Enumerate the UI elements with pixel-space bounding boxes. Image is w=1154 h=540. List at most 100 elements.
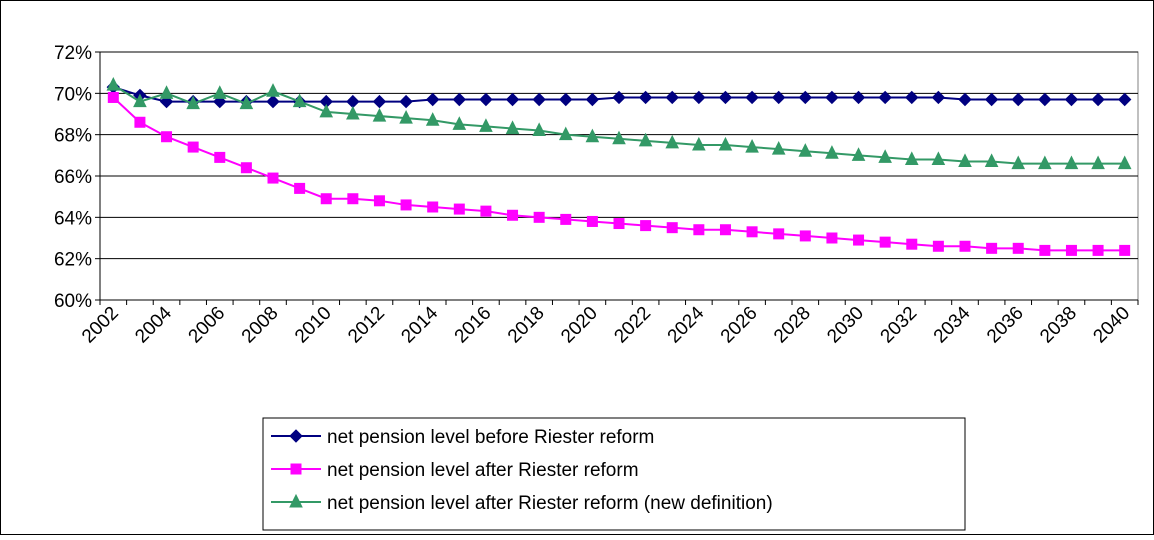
- marker: [159, 85, 174, 99]
- marker: [532, 92, 546, 107]
- marker: [1119, 244, 1131, 256]
- y-tick-label: 70%: [54, 84, 92, 105]
- marker: [771, 141, 786, 155]
- marker: [425, 112, 440, 126]
- y-tick-label: 72%: [54, 43, 92, 64]
- marker: [505, 120, 520, 134]
- legend-box: [262, 417, 966, 531]
- y-tick-label: 64%: [54, 208, 92, 229]
- marker: [425, 92, 440, 107]
- marker: [1064, 155, 1079, 170]
- marker: [692, 90, 706, 105]
- marker: [187, 141, 199, 153]
- marker: [799, 230, 811, 242]
- marker: [560, 213, 572, 225]
- marker: [347, 193, 359, 205]
- marker: [1038, 92, 1052, 107]
- legend-marker: [290, 463, 302, 475]
- marker: [612, 130, 626, 145]
- marker: [613, 218, 625, 230]
- marker: [507, 209, 519, 221]
- marker: [825, 90, 839, 105]
- y-tick-label: 68%: [54, 126, 92, 147]
- marker: [239, 95, 254, 110]
- legend-label: net pension level after Riester reform: [327, 460, 639, 481]
- marker: [851, 147, 866, 161]
- marker: [746, 226, 758, 238]
- marker: [399, 110, 413, 124]
- legend-marker: [289, 493, 303, 508]
- marker: [853, 234, 865, 246]
- marker: [453, 203, 465, 215]
- marker: [904, 151, 919, 165]
- marker: [1011, 155, 1026, 170]
- marker: [798, 90, 813, 105]
- marker: [1012, 242, 1024, 254]
- marker: [693, 224, 705, 236]
- marker: [399, 94, 413, 109]
- marker: [479, 118, 493, 132]
- marker: [905, 90, 919, 105]
- y-tick-label: 66%: [54, 167, 92, 188]
- marker: [931, 90, 946, 105]
- marker: [452, 92, 467, 107]
- marker: [825, 145, 839, 159]
- marker: [612, 90, 626, 105]
- legend-marker: [289, 429, 303, 443]
- marker: [106, 76, 121, 91]
- marker: [267, 172, 279, 184]
- marker: [718, 136, 733, 151]
- marker: [773, 228, 785, 240]
- marker: [585, 92, 600, 107]
- marker: [1038, 155, 1052, 170]
- marker: [372, 107, 387, 122]
- marker: [932, 240, 944, 252]
- marker: [1039, 244, 1051, 256]
- marker: [640, 220, 652, 232]
- marker: [1092, 244, 1104, 256]
- marker: [559, 92, 573, 107]
- marker: [240, 162, 252, 174]
- marker: [134, 116, 146, 128]
- marker: [586, 215, 598, 227]
- y-tick-label: 62%: [54, 250, 92, 271]
- marker: [879, 236, 891, 248]
- marker: [289, 429, 303, 443]
- marker: [452, 116, 467, 130]
- marker: [480, 205, 492, 217]
- marker: [214, 151, 226, 163]
- marker: [533, 211, 545, 223]
- legend-label: net pension level after Riester reform (…: [327, 493, 773, 514]
- marker: [771, 90, 786, 105]
- marker: [212, 85, 227, 99]
- marker: [958, 153, 972, 168]
- marker: [1117, 92, 1132, 107]
- marker: [1064, 92, 1079, 107]
- marker: [479, 92, 493, 107]
- marker: [107, 91, 119, 103]
- marker: [1091, 92, 1105, 107]
- marker: [745, 90, 759, 105]
- marker: [719, 224, 731, 236]
- marker: [798, 143, 813, 157]
- marker: [133, 93, 147, 108]
- marker: [718, 90, 733, 105]
- marker: [878, 149, 892, 163]
- marker: [427, 201, 439, 213]
- marker: [826, 232, 838, 244]
- marker: [692, 136, 706, 151]
- legend-label: net pension level before Riester reform: [327, 427, 654, 448]
- marker: [294, 182, 306, 194]
- marker: [851, 90, 866, 105]
- marker: [289, 493, 303, 508]
- marker: [1065, 244, 1077, 256]
- marker: [346, 105, 360, 120]
- marker: [1091, 155, 1105, 170]
- marker: [290, 463, 302, 475]
- marker: [745, 138, 759, 153]
- marker: [505, 92, 520, 107]
- marker: [320, 193, 332, 205]
- marker: [266, 83, 280, 97]
